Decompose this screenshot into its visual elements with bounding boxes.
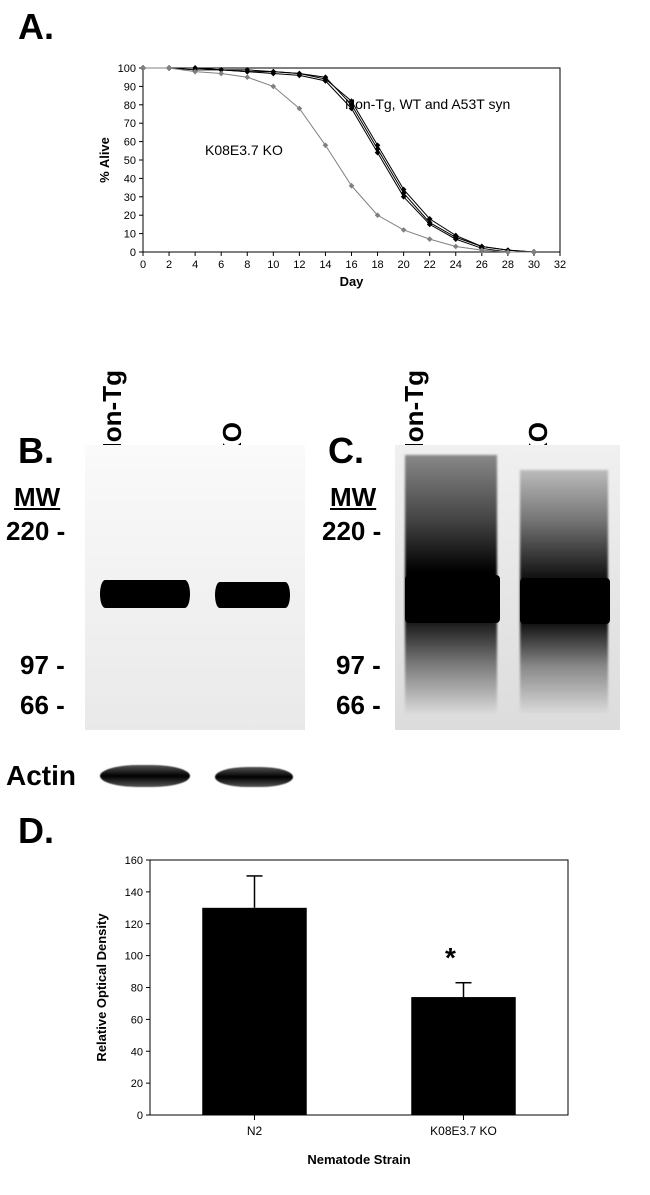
mw-66-b: 66 - bbox=[20, 690, 65, 721]
annot-nontg: Non-Tg, WT and A53T syn bbox=[345, 96, 510, 112]
svg-text:160: 160 bbox=[125, 855, 143, 867]
mw-97-c: 97 - bbox=[336, 650, 381, 681]
actin-label: Actin bbox=[6, 760, 76, 792]
svg-text:18: 18 bbox=[371, 259, 383, 271]
mw-220-c: 220 - bbox=[322, 516, 381, 547]
band-c-nontg bbox=[405, 575, 500, 623]
svg-text:120: 120 bbox=[125, 919, 143, 931]
survival-curve-svg: 0102030405060708090100024681012141618202… bbox=[95, 60, 570, 290]
panel-a-label: A. bbox=[18, 6, 54, 48]
svg-text:40: 40 bbox=[124, 173, 136, 185]
actin-band-nontg bbox=[100, 765, 190, 787]
svg-text:80: 80 bbox=[124, 100, 136, 112]
svg-text:30: 30 bbox=[528, 259, 540, 271]
svg-text:30: 30 bbox=[124, 192, 136, 204]
svg-text:24: 24 bbox=[450, 259, 462, 271]
svg-text:80: 80 bbox=[131, 983, 143, 995]
svg-text:N2: N2 bbox=[247, 1124, 263, 1138]
panel-a-chart: 0102030405060708090100024681012141618202… bbox=[95, 60, 570, 290]
svg-text:140: 140 bbox=[125, 887, 143, 899]
svg-text:100: 100 bbox=[118, 63, 136, 75]
mw-220-b: 220 - bbox=[6, 516, 65, 547]
svg-text:16: 16 bbox=[345, 259, 357, 271]
svg-text:100: 100 bbox=[125, 951, 143, 963]
band-b-ko bbox=[215, 582, 290, 608]
svg-text:4: 4 bbox=[192, 259, 198, 271]
mw-66-c: 66 - bbox=[336, 690, 381, 721]
svg-text:10: 10 bbox=[124, 229, 136, 241]
svg-text:6: 6 bbox=[218, 259, 224, 271]
svg-text:14: 14 bbox=[319, 259, 331, 271]
annot-ko: K08E3.7 KO bbox=[205, 142, 283, 158]
band-b-nontg bbox=[100, 580, 190, 608]
svg-text:40: 40 bbox=[131, 1046, 143, 1058]
svg-text:32: 32 bbox=[554, 259, 566, 271]
svg-text:2: 2 bbox=[166, 259, 172, 271]
mw-header-c: MW bbox=[330, 482, 376, 513]
band-c-ko bbox=[520, 578, 610, 624]
svg-text:20: 20 bbox=[131, 1078, 143, 1090]
svg-text:26: 26 bbox=[476, 259, 488, 271]
svg-text:28: 28 bbox=[502, 259, 514, 271]
svg-text:Relative Optical Density: Relative Optical Density bbox=[94, 913, 109, 1062]
svg-text:20: 20 bbox=[124, 210, 136, 222]
svg-text:0: 0 bbox=[130, 247, 136, 259]
mw-header-b: MW bbox=[14, 482, 60, 513]
svg-text:12: 12 bbox=[293, 259, 305, 271]
panel-d-label: D. bbox=[18, 810, 54, 852]
svg-text:Nematode Strain: Nematode Strain bbox=[307, 1152, 410, 1167]
actin-band-ko bbox=[215, 767, 293, 787]
svg-text:0: 0 bbox=[137, 1110, 143, 1122]
svg-text:60: 60 bbox=[124, 137, 136, 149]
svg-text:K08E3.7 KO: K08E3.7 KO bbox=[430, 1124, 497, 1138]
svg-text:90: 90 bbox=[124, 81, 136, 93]
svg-text:60: 60 bbox=[131, 1014, 143, 1026]
svg-text:50: 50 bbox=[124, 155, 136, 167]
svg-text:Day: Day bbox=[340, 274, 365, 289]
svg-text:% Alive: % Alive bbox=[97, 137, 112, 183]
significance-star: * bbox=[445, 942, 456, 974]
svg-text:0: 0 bbox=[140, 259, 146, 271]
mw-97-b: 97 - bbox=[20, 650, 65, 681]
svg-text:22: 22 bbox=[424, 259, 436, 271]
svg-text:70: 70 bbox=[124, 118, 136, 130]
bar-chart-svg: 0 20 40 60 80 100 120 140 160 Relative Optical De… bbox=[90, 850, 580, 1170]
panel-b-label: B. bbox=[18, 430, 54, 472]
svg-text:10: 10 bbox=[267, 259, 279, 271]
panel-d-chart: 0 20 40 60 80 100 120 140 160 Relative Optical De… bbox=[90, 850, 580, 1170]
svg-text:8: 8 bbox=[244, 259, 250, 271]
panel-c-label: C. bbox=[328, 430, 364, 472]
svg-text:20: 20 bbox=[398, 259, 410, 271]
